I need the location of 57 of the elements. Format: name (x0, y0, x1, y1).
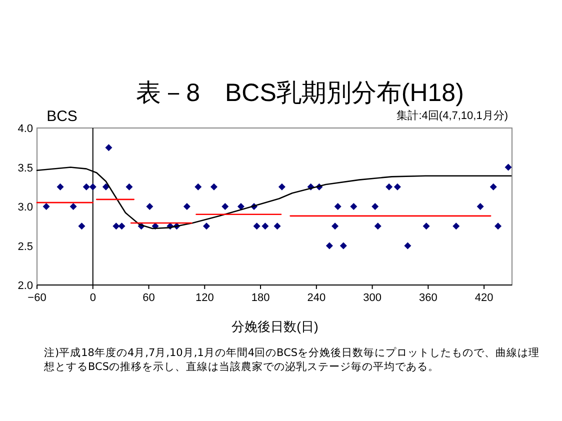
point (334, 203, 342, 210)
point (82, 183, 90, 190)
point (89, 183, 96, 190)
point (102, 183, 110, 190)
y-tick-label: 4.0 (18, 123, 33, 135)
point (476, 203, 484, 210)
point (340, 242, 347, 250)
point (374, 222, 382, 230)
point (278, 183, 286, 190)
y-axis-title: BCS (46, 108, 78, 125)
x-tick-label: 0 (90, 292, 96, 304)
point (386, 183, 393, 190)
point (222, 203, 229, 210)
point (326, 242, 333, 250)
y-tick-label: 2.0 (18, 280, 33, 292)
point (194, 183, 202, 190)
x-tick-label: 420 (474, 292, 494, 304)
point (494, 222, 502, 230)
x-axis-title: 分娩後日数(日) (232, 319, 318, 334)
point (146, 203, 154, 210)
point (404, 242, 412, 250)
point (42, 203, 50, 210)
point (105, 144, 112, 152)
x-tick-label: 240 (307, 292, 326, 304)
point (126, 183, 133, 190)
point (183, 203, 190, 210)
point (262, 222, 269, 230)
point (203, 222, 210, 230)
point (350, 203, 358, 210)
point (237, 203, 244, 210)
x-tick-label: 60 (142, 292, 155, 304)
x-tick-label: 120 (195, 292, 214, 304)
point (56, 183, 64, 190)
y-tick-label: 3.5 (18, 162, 33, 174)
point (422, 222, 430, 230)
x-tick-label: 180 (251, 292, 270, 304)
point (394, 183, 401, 190)
point (70, 203, 77, 210)
y-tick-label: 2.5 (18, 240, 33, 253)
point (372, 203, 379, 210)
x-tick-label: 360 (418, 292, 438, 304)
chart-title: 表－8 BCS乳期別分布(H18) (136, 79, 464, 107)
point (112, 222, 120, 230)
x-tick-label: 300 (363, 292, 382, 304)
point (210, 183, 218, 190)
point (504, 164, 512, 171)
text: 集計:4回(4,7,10,1月分) (396, 109, 508, 122)
x-tick-label: −60 (28, 292, 46, 304)
point (274, 222, 281, 230)
point (332, 222, 339, 230)
point (490, 183, 497, 190)
point (253, 222, 260, 230)
y-tick-label: 3.0 (18, 202, 33, 214)
point (452, 222, 460, 230)
point (78, 222, 86, 230)
text: 注)平成18年度の4月,7月,10月,1月の年間4回のBCSを分娩後日数毎にプロットしたもので、曲線は理想とするBCSの推移を示し、直線は当該農家での泌乳ステージ毎の平均である。 (44, 346, 541, 374)
point (118, 222, 126, 230)
